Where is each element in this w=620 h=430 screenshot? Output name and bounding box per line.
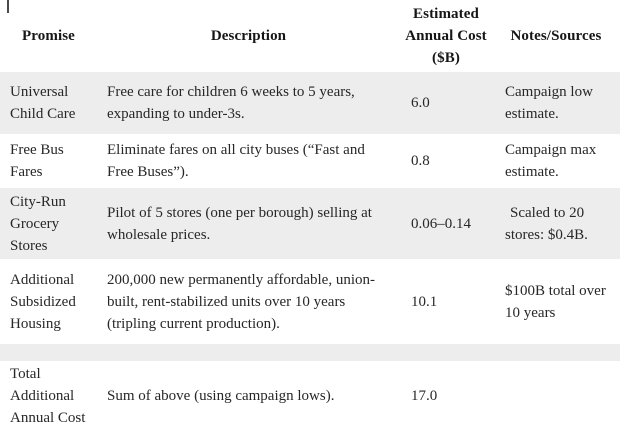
table-row-city-run-grocery-stores: City-Run Grocery Stores Pilot of 5 store… — [0, 188, 620, 259]
description-cell: 200,000 new permanently affordable, unio… — [107, 271, 375, 332]
cursor-artifact — [7, 0, 9, 13]
description-cell: Sum of above (using campaign lows). — [107, 387, 335, 404]
separator-cell — [97, 344, 400, 361]
column-header-promise-label: Promise — [22, 28, 75, 44]
promise-cell: Total Additional Annual Cost — [10, 365, 86, 426]
cost-cell: 0.8 — [411, 153, 430, 169]
column-header-description-label: Description — [210, 28, 287, 44]
promise-cell: Free Bus Fares — [10, 142, 64, 180]
cost-cell: 17.0 — [411, 387, 438, 404]
column-header-notes: Notes/Sources — [492, 0, 620, 72]
description-cell: Free care for children 6 weeks to 5 year… — [97, 72, 400, 134]
notes-cell: Campaign max estimate. — [505, 142, 597, 180]
promise-cell: Additional Subsidized Housing — [10, 271, 76, 332]
notes-cell — [492, 361, 620, 430]
notes-cell: Campaign low estimate. — [492, 72, 620, 134]
separator-cell — [0, 344, 97, 361]
table-row-universal-child-care: Universal Child Care Free care for child… — [0, 72, 620, 134]
column-header-cost-label: Estimated Annual Cost ($B) — [405, 6, 487, 66]
cost-cell: 10.1 — [411, 293, 438, 310]
promise-cell: City-Run Grocery Stores — [0, 188, 97, 259]
separator-cell — [492, 344, 620, 361]
cost-cell: 0.06–0.14 — [400, 188, 492, 259]
table-row-total-additional-annual-cost: Total Additional Annual Cost Sum of abov… — [0, 361, 620, 430]
cost-cell: 6.0 — [400, 72, 492, 134]
column-header-notes-label: Notes/Sources — [510, 28, 602, 44]
column-header-description: Description — [97, 0, 400, 72]
notes-cell: $100B total over 10 years — [505, 282, 606, 321]
separator-cell — [400, 344, 492, 361]
column-header-cost: Estimated Annual Cost ($B) — [400, 0, 492, 72]
separator-row — [0, 344, 620, 361]
description-cell: Pilot of 5 stores (one per borough) sell… — [97, 188, 400, 259]
notes-cell: Scaled to 20 stores: $0.4B. — [492, 188, 620, 259]
description-cell: Eliminate fares on all city buses (“Fast… — [107, 142, 365, 180]
column-header-promise: Promise — [0, 0, 97, 72]
table-row-additional-subsidized-housing: Additional Subsidized Housing 200,000 ne… — [0, 259, 620, 344]
table-row-free-bus-fares: Free Bus Fares Eliminate fares on all ci… — [0, 134, 620, 188]
promise-cell: Universal Child Care — [0, 72, 97, 134]
header-row: Promise Description Estimated Annual Cos… — [0, 0, 620, 72]
